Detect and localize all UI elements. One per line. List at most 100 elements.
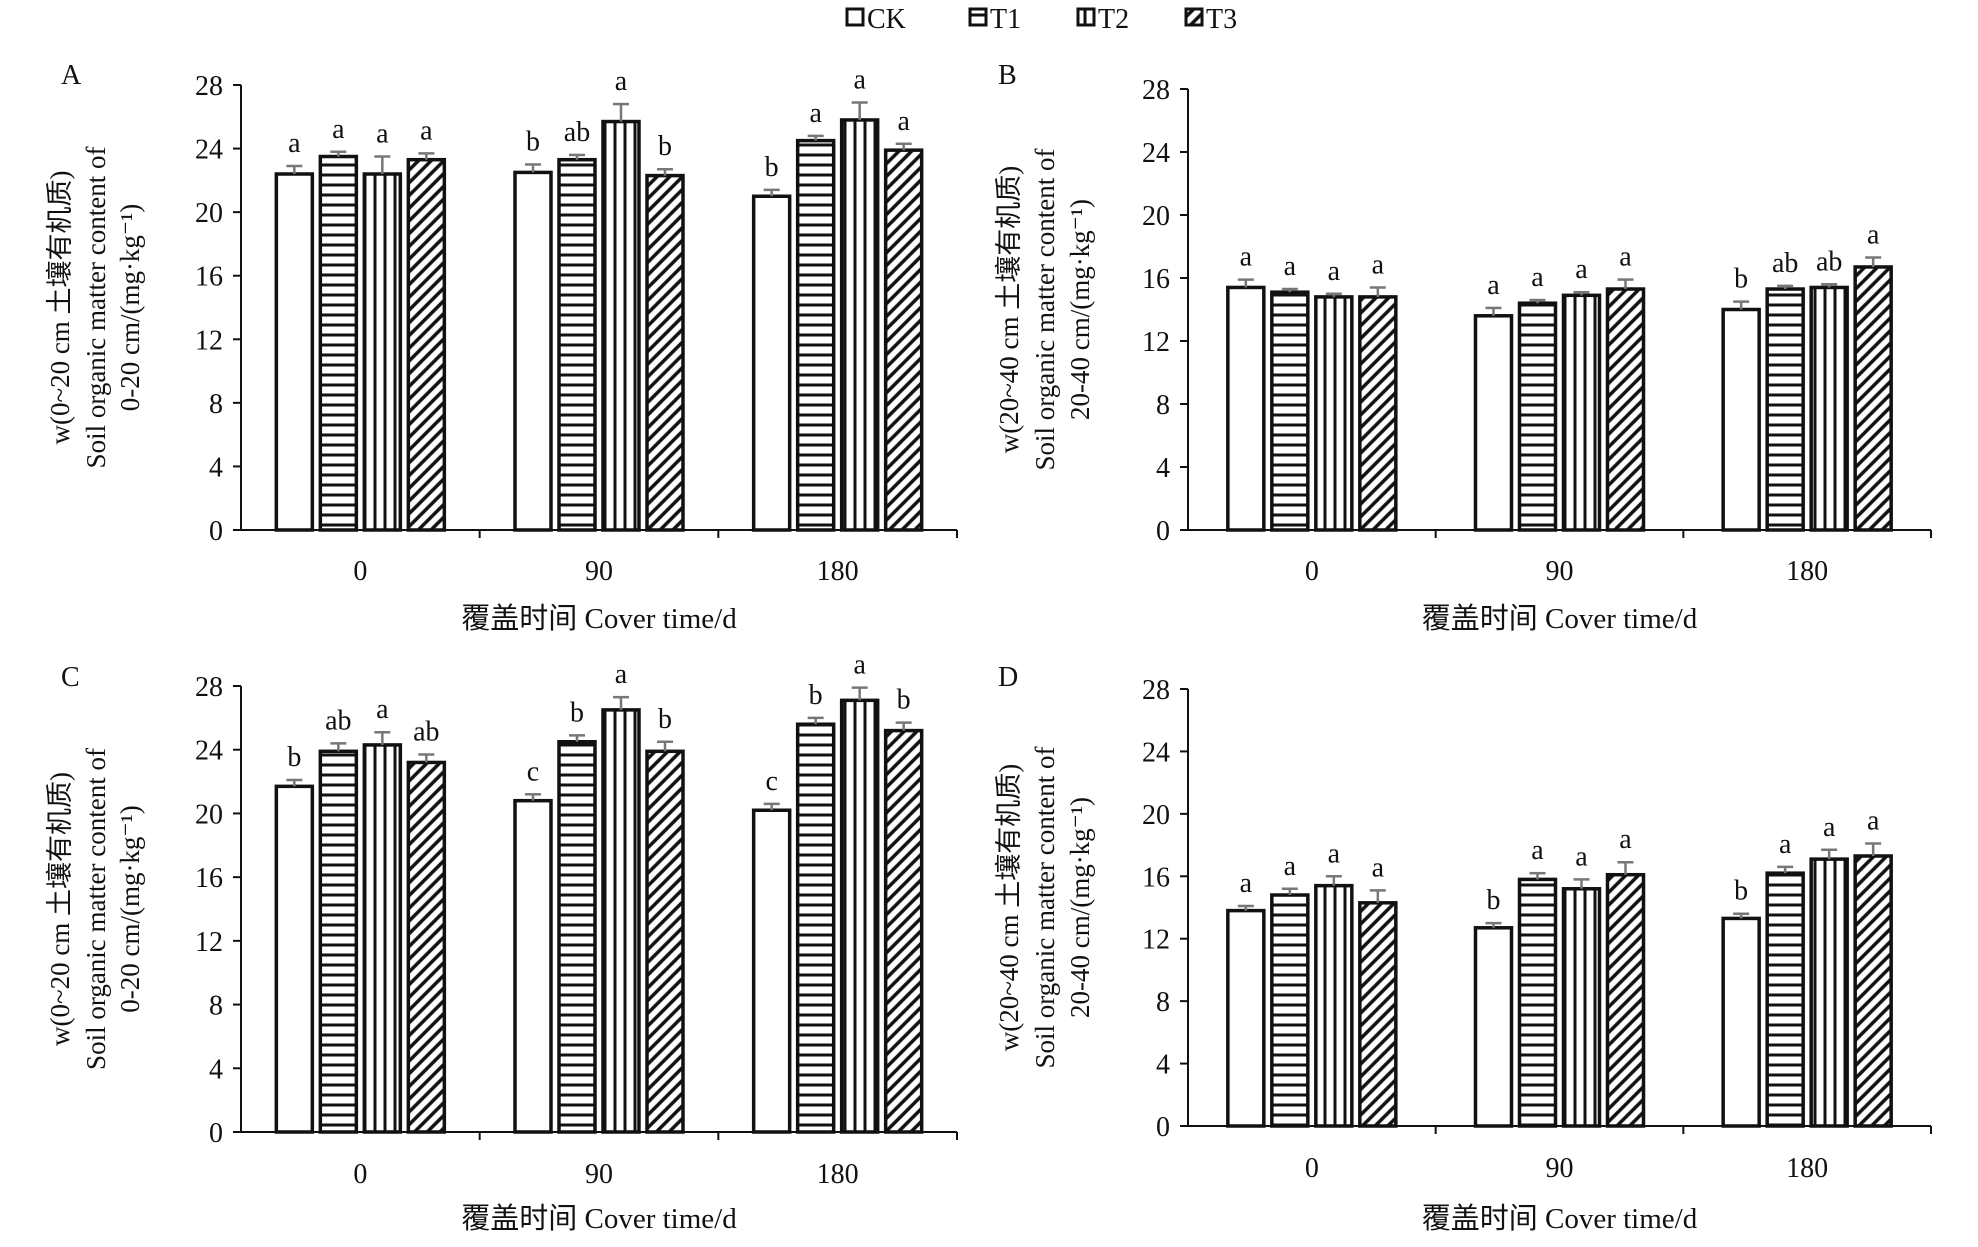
bar-t1-180: [1765, 871, 1805, 1128]
significance-letter: a: [897, 106, 910, 137]
y-tick-label: 28: [195, 71, 223, 102]
y-axis-label: 20-40 cm/(mg·kg⁻¹): [1065, 797, 1095, 1018]
significance-letter: ab: [1772, 248, 1798, 279]
bar-t2-0: [362, 172, 403, 532]
significance-letter: ab: [413, 716, 439, 747]
significance-letter: a: [1619, 824, 1632, 855]
bar-t3-0: [406, 760, 447, 1134]
bar-t3-180: [883, 148, 924, 532]
significance-letter: a: [1823, 812, 1836, 843]
chart-panel-b: Bw(20~40 cm 土壤有机质) Soil organic matter co…: [994, 60, 1932, 635]
significance-letter: a: [1575, 254, 1588, 285]
bar-ck-180: [751, 808, 792, 1134]
significance-letter: a: [853, 650, 866, 681]
significance-letter: a: [332, 114, 345, 145]
x-tick-label: 90: [1546, 1153, 1574, 1184]
significance-letter: a: [809, 98, 822, 129]
y-tick-label: 28: [1142, 675, 1170, 706]
significance-letter: a: [853, 64, 866, 95]
significance-letter: b: [570, 697, 584, 728]
significance-letter: a: [1487, 270, 1500, 301]
significance-letter: b: [658, 131, 672, 162]
y-tick-label: 4: [209, 1054, 223, 1085]
significance-letter: b: [1734, 876, 1748, 907]
bar-t2-0: [1314, 883, 1354, 1128]
y-tick-label: 8: [1156, 390, 1170, 421]
significance-letter: a: [1867, 220, 1880, 251]
bar-ck-0: [1226, 908, 1266, 1128]
bar-t2-0: [1314, 295, 1354, 532]
bar-t1-180: [795, 722, 836, 1134]
y-axis-label: 0-20 cm/(mg·kg⁻¹): [115, 805, 145, 1013]
legend-swatch-t2: [1076, 7, 1096, 27]
y-tick-label: 16: [195, 262, 223, 293]
y-tick-label: 12: [195, 927, 223, 958]
bar-ck-180: [1721, 916, 1761, 1128]
y-tick-label: 4: [1156, 1050, 1170, 1081]
significance-letter: b: [1487, 885, 1501, 916]
bar-t3-180: [883, 728, 924, 1134]
x-tick-label: 180: [817, 1159, 859, 1190]
significance-letter: ab: [564, 117, 590, 148]
significance-letter: a: [1575, 841, 1588, 872]
y-tick-label: 4: [1156, 453, 1170, 484]
chart-panel-c: Cw(0~20 cm 土壤有机质) Soil organic matter con…: [45, 650, 958, 1235]
bar-t3-90: [1605, 287, 1646, 532]
y-tick-label: 0: [209, 516, 223, 547]
significance-letter: a: [1328, 256, 1341, 287]
significance-letter: ab: [325, 705, 351, 736]
bar-t2-90: [601, 119, 641, 532]
significance-letter: a: [1779, 829, 1792, 860]
legend: CK T1 T2 T3: [845, 4, 1237, 35]
bar-t3-90: [645, 173, 685, 532]
y-tick-label: 8: [209, 991, 223, 1022]
panel-label: A: [61, 60, 82, 91]
y-tick-label: 16: [1142, 862, 1170, 893]
y-tick-label: 20: [1142, 201, 1170, 232]
x-tick-label: 180: [1786, 1153, 1828, 1184]
significance-letter: b: [287, 742, 301, 773]
significance-letter: a: [1372, 852, 1385, 883]
significance-letter: b: [658, 704, 672, 735]
x-tick-label: 90: [1546, 556, 1574, 587]
y-axis-label: w(20~40 cm 土壤有机质): [994, 166, 1024, 454]
y-tick-label: 0: [1156, 1112, 1170, 1143]
y-tick-label: 12: [1142, 327, 1170, 358]
legend-label-ck: CK: [867, 4, 906, 35]
bar-t2-180: [1809, 285, 1849, 532]
significance-letter: a: [376, 119, 389, 150]
y-tick-label: 20: [1142, 800, 1170, 831]
bar-ck-0: [274, 784, 315, 1134]
chart-panel-a: Aw(0~20 cm 土壤有机质) Soil organic matter con…: [45, 60, 958, 635]
y-tick-label: 24: [1142, 737, 1170, 768]
significance-letter: a: [1284, 251, 1297, 282]
x-axis-title: 覆盖时间 Cover time/d: [461, 602, 737, 635]
bar-t1-90: [1517, 301, 1558, 532]
legend-swatch-t3: [1184, 7, 1204, 27]
x-tick-label: 0: [353, 556, 367, 587]
panel-label: D: [998, 662, 1018, 693]
y-axis-label: Soil organic matter content of: [1030, 149, 1060, 471]
y-tick-label: 12: [1142, 925, 1170, 956]
panel-label: C: [61, 662, 80, 693]
y-tick-label: 20: [195, 799, 223, 830]
y-tick-label: 12: [195, 325, 223, 356]
y-axis-label: w(0~20 cm 土壤有机质): [45, 772, 75, 1046]
significance-letter: a: [1372, 249, 1385, 280]
bar-t3-90: [645, 749, 685, 1134]
significance-letter: ab: [1816, 246, 1842, 277]
bar-ck-180: [1721, 307, 1761, 532]
y-tick-label: 4: [209, 452, 223, 483]
bar-t3-90: [1605, 872, 1646, 1128]
y-tick-label: 8: [209, 389, 223, 420]
significance-letter: a: [1619, 242, 1632, 273]
y-tick-label: 8: [1156, 987, 1170, 1018]
x-tick-label: 0: [353, 1159, 367, 1190]
significance-letter: a: [1240, 242, 1253, 273]
significance-letter: b: [1734, 264, 1748, 295]
significance-letter: a: [1531, 835, 1544, 866]
bar-t1-180: [1765, 287, 1805, 532]
y-tick-label: 0: [1156, 516, 1170, 547]
bar-ck-0: [1226, 285, 1266, 532]
legend-label-t2: T2: [1098, 4, 1129, 35]
